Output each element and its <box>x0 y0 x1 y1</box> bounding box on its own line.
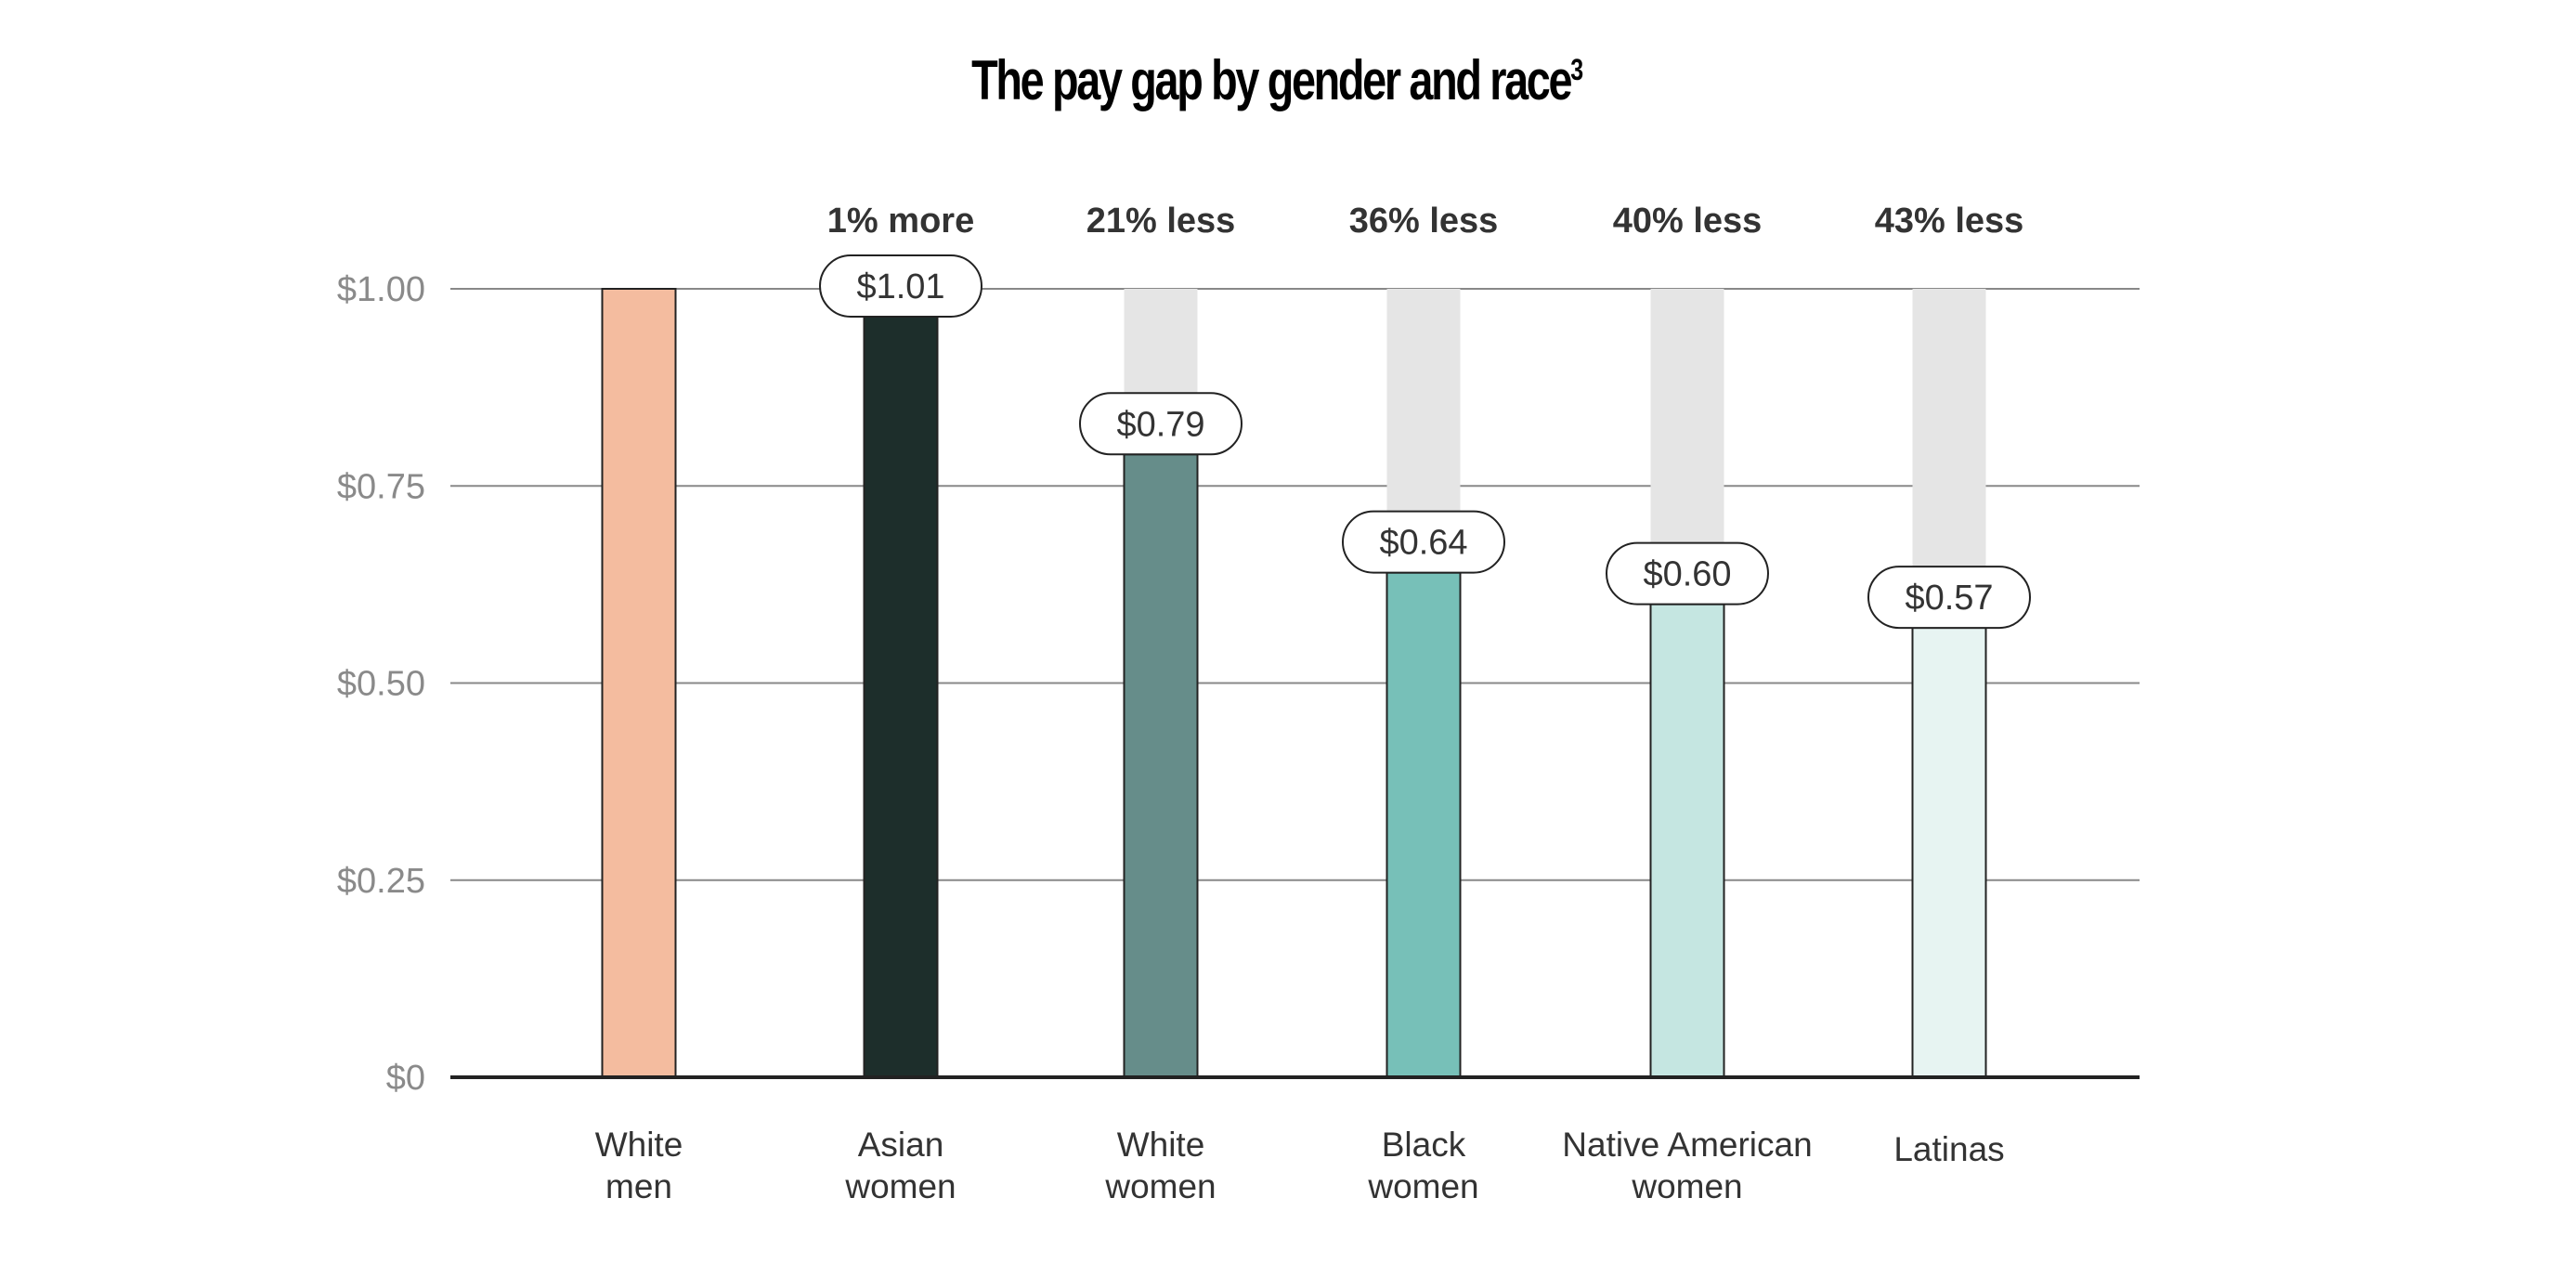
y-tick-label: $1.00 <box>337 270 425 309</box>
y-tick-label: $0 <box>386 1059 425 1098</box>
difference-label: 21% less <box>1086 202 1236 241</box>
value-label: $0.64 <box>1379 524 1467 563</box>
y-tick-label: $0.25 <box>337 862 425 901</box>
x-category-label: Native American <box>1562 1126 1812 1164</box>
x-category-label: Black <box>1382 1126 1466 1164</box>
value-pill <box>1342 510 1505 574</box>
value-label: $1.01 <box>856 267 944 306</box>
difference-label: 36% less <box>1349 202 1499 241</box>
x-category-label: men <box>605 1167 672 1205</box>
chart-title-text: The pay gap by gender and race <box>971 49 1572 111</box>
footnote-marker: 3 <box>1570 53 1583 86</box>
value-pill <box>1867 566 2031 630</box>
value-pill <box>819 254 982 318</box>
difference-label: 43% less <box>1875 202 2024 241</box>
x-category-label: White <box>1117 1126 1205 1164</box>
bar <box>1911 627 1987 1078</box>
bar <box>1123 453 1199 1079</box>
bar <box>1649 603 1725 1078</box>
x-category-label: women <box>1367 1167 1478 1205</box>
x-category-label: women <box>844 1167 956 1205</box>
difference-label: 1% more <box>827 202 974 241</box>
difference-label: 40% less <box>1613 202 1763 241</box>
x-category-label: women <box>1631 1167 1742 1205</box>
x-category-label: women <box>1104 1167 1216 1205</box>
bar <box>601 288 677 1078</box>
x-category-label: Asian <box>858 1126 944 1164</box>
bar <box>863 288 939 1078</box>
value-label: $0.60 <box>1643 555 1731 594</box>
value-label: $0.57 <box>1905 579 1993 618</box>
chart-title: The pay gap by gender and race3 <box>272 48 2282 112</box>
y-tick-label: $0.75 <box>337 467 425 506</box>
x-category-label: White <box>595 1126 683 1164</box>
value-label: $0.79 <box>1116 405 1204 444</box>
y-tick-label: $0.50 <box>337 665 425 704</box>
x-category-label: Latinas <box>1893 1130 2004 1168</box>
value-pill <box>1606 541 1769 605</box>
value-pill <box>1079 392 1242 456</box>
bar <box>1386 571 1462 1078</box>
